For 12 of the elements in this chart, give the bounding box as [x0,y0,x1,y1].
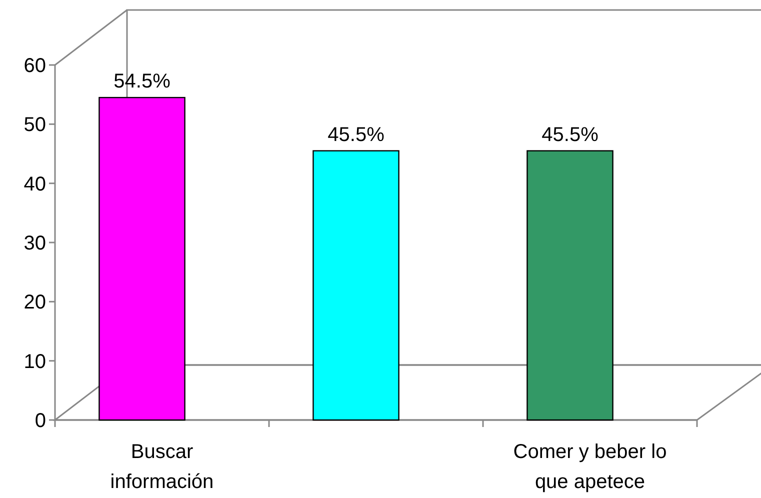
x-tick-label: Comer y beber lo que apetece [513,441,667,493]
y-tick-label: 40 [24,173,46,196]
data-label: 54.5% [114,70,171,93]
data-label: 45.5% [542,124,599,146]
y-tick-label: 60 [24,55,46,77]
data-label: 45.5% [328,124,385,146]
y-tick-label: 10 [24,350,46,373]
x-tick-label: Buscar información [110,441,214,493]
y-tick-label: 30 [24,232,46,254]
y-tick-label: 50 [24,114,46,136]
y-tick-label: 0 [34,410,46,432]
y-tick-label: 20 [24,292,46,314]
